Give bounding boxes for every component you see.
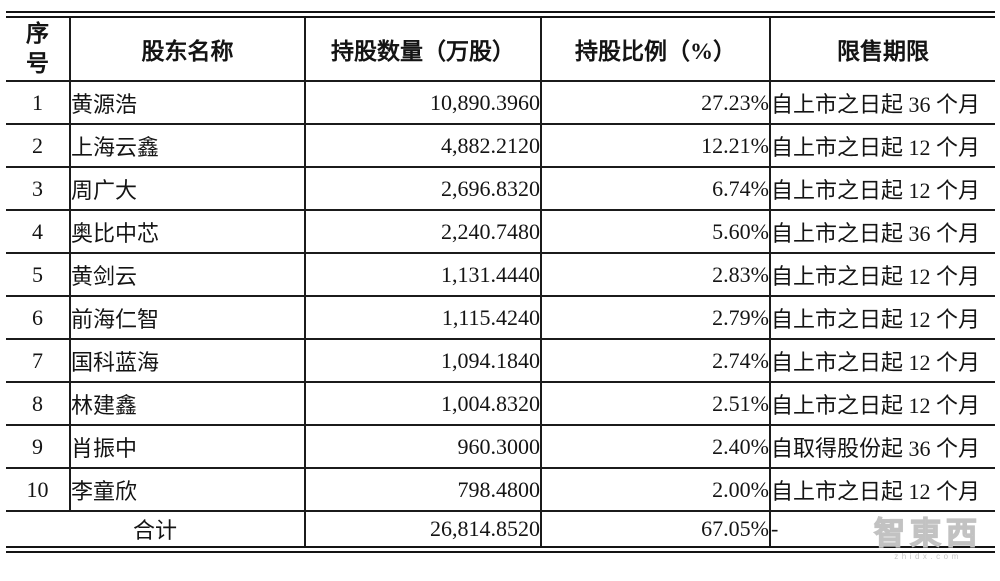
total-lockup-period: - [769,511,995,551]
serial-number: 2 [6,124,70,168]
shareholder-name: 国科蓝海 [69,339,305,383]
table-row: 5 黄剑云 1,131.4440 2.83% 自上市之日起 12 个月 [6,253,995,297]
shares-held: 1,131.4440 [304,253,541,297]
serial-number: 3 [6,167,70,211]
shareholding-ratio: 2.79% [540,296,770,340]
table-row: 1 黄源浩 10,890.3960 27.23% 自上市之日起 36 个月 [6,81,995,125]
lockup-period: 自上市之日起 12 个月 [769,339,995,383]
serial-number: 6 [6,296,70,340]
lockup-period: 自上市之日起 12 个月 [769,167,995,211]
shares-held: 1,094.1840 [304,339,541,383]
serial-number: 10 [6,468,70,512]
table-row: 10 李童欣 798.4800 2.00% 自上市之日起 12 个月 [6,468,995,512]
lockup-period: 自上市之日起 12 个月 [769,124,995,168]
table-row: 2 上海云鑫 4,882.2120 12.21% 自上市之日起 12 个月 [6,124,995,168]
shareholding-ratio: 2.00% [540,468,770,512]
table-header: 序 号 股东名称 持股数量（万股） 持股比例（%） 限售期限 [6,14,995,82]
shareholder-name: 周广大 [69,167,305,211]
lockup-period: 自上市之日起 12 个月 [769,468,995,512]
shareholding-ratio: 12.21% [540,124,770,168]
shareholder-name: 肖振中 [69,425,305,469]
shareholder-lockup-table: 序 号 股东名称 持股数量（万股） 持股比例（%） 限售期限 1 黄源浩 10,… [6,11,995,553]
shares-held: 4,882.2120 [304,124,541,168]
shareholder-name: 黄剑云 [69,253,305,297]
shareholder-name: 李童欣 [69,468,305,512]
header-shareholding-ratio: 持股比例（%） [540,14,770,82]
shareholding-ratio: 2.40% [540,425,770,469]
table-row: 9 肖振中 960.3000 2.40% 自取得股份起 36 个月 [6,425,995,469]
header-lockup-period: 限售期限 [769,14,995,82]
shares-held: 2,240.7480 [304,210,541,254]
serial-number: 7 [6,339,70,383]
lockup-period: 自上市之日起 36 个月 [769,210,995,254]
table-row: 7 国科蓝海 1,094.1840 2.74% 自上市之日起 12 个月 [6,339,995,383]
serial-number: 9 [6,425,70,469]
shareholder-name: 林建鑫 [69,382,305,426]
header-row: 序 号 股东名称 持股数量（万股） 持股比例（%） 限售期限 [6,14,995,82]
header-shareholder-name: 股东名称 [69,14,305,82]
shareholding-ratio: 6.74% [540,167,770,211]
shares-held: 798.4800 [304,468,541,512]
shareholding-ratio: 27.23% [540,81,770,125]
shareholder-name: 上海云鑫 [69,124,305,168]
lockup-period: 自上市之日起 12 个月 [769,253,995,297]
table-row: 6 前海仁智 1,115.4240 2.79% 自上市之日起 12 个月 [6,296,995,340]
total-row: 合计 26,814.8520 67.05% - [6,511,995,551]
lockup-period: 自上市之日起 12 个月 [769,296,995,340]
table-row: 4 奥比中芯 2,240.7480 5.60% 自上市之日起 36 个月 [6,210,995,254]
shareholder-name: 奥比中芯 [69,210,305,254]
shares-held: 1,115.4240 [304,296,541,340]
header-serial-number: 序 号 [6,14,70,82]
shareholding-ratio: 2.83% [540,253,770,297]
shareholder-name: 黄源浩 [69,81,305,125]
serial-number: 8 [6,382,70,426]
shares-held: 2,696.8320 [304,167,541,211]
shareholding-ratio: 2.74% [540,339,770,383]
total-label: 合计 [6,511,305,551]
shares-held: 10,890.3960 [304,81,541,125]
table-body: 1 黄源浩 10,890.3960 27.23% 自上市之日起 36 个月 2 … [6,81,995,551]
header-shares-held: 持股数量（万股） [304,14,541,82]
lockup-period: 自取得股份起 36 个月 [769,425,995,469]
total-shareholding-ratio: 67.05% [540,511,770,551]
shares-held: 960.3000 [304,425,541,469]
serial-number: 4 [6,210,70,254]
lockup-period: 自上市之日起 36 个月 [769,81,995,125]
shares-held: 1,004.8320 [304,382,541,426]
shareholder-name: 前海仁智 [69,296,305,340]
table-row: 3 周广大 2,696.8320 6.74% 自上市之日起 12 个月 [6,167,995,211]
serial-number: 1 [6,81,70,125]
table-row: 8 林建鑫 1,004.8320 2.51% 自上市之日起 12 个月 [6,382,995,426]
shareholding-ratio: 2.51% [540,382,770,426]
serial-number: 5 [6,253,70,297]
shareholding-ratio: 5.60% [540,210,770,254]
lockup-period: 自上市之日起 12 个月 [769,382,995,426]
total-shares-held: 26,814.8520 [304,511,541,551]
